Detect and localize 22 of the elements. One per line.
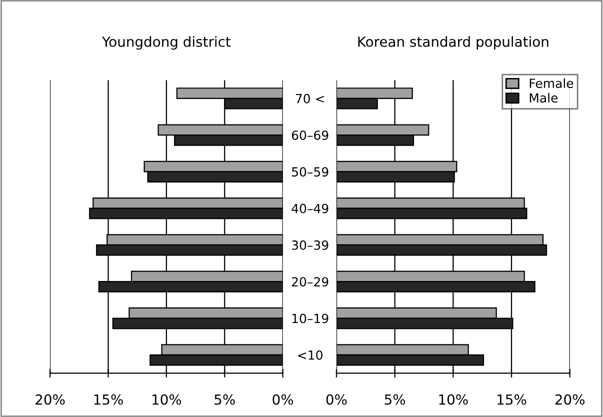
- legend-label: Male: [530, 92, 558, 103]
- x-tick-label: 15%: [498, 394, 526, 405]
- y-tick-label: <10: [298, 350, 322, 360]
- x-tick-label: 20%: [36, 394, 65, 405]
- y-tick-label: 10–19: [292, 314, 328, 324]
- x-tick-label: 5%: [384, 394, 406, 405]
- y-tick-label: 20–29: [292, 277, 328, 287]
- x-tick-label: 15%: [94, 394, 123, 405]
- x-tick-label: 10%: [439, 394, 468, 405]
- y-tick-label: 60–69: [292, 130, 328, 140]
- y-tick-label: 40–49: [292, 204, 328, 214]
- x-tick-label: 20%: [555, 394, 585, 405]
- x-tick-label: 0%: [272, 394, 294, 405]
- x-tick-label: 0%: [326, 394, 347, 405]
- x-tick-label: 5%: [214, 394, 235, 405]
- y-tick-label: 50–59: [292, 167, 328, 177]
- legend-label: Female: [530, 78, 574, 88]
- x-tick-label: 10%: [152, 394, 182, 405]
- chart-title: Korean standard population: [358, 36, 548, 50]
- y-tick-label: 70 <: [296, 94, 324, 104]
- chart-title: Youngdong district: [102, 36, 231, 50]
- y-tick-label: 30–39: [292, 240, 328, 250]
